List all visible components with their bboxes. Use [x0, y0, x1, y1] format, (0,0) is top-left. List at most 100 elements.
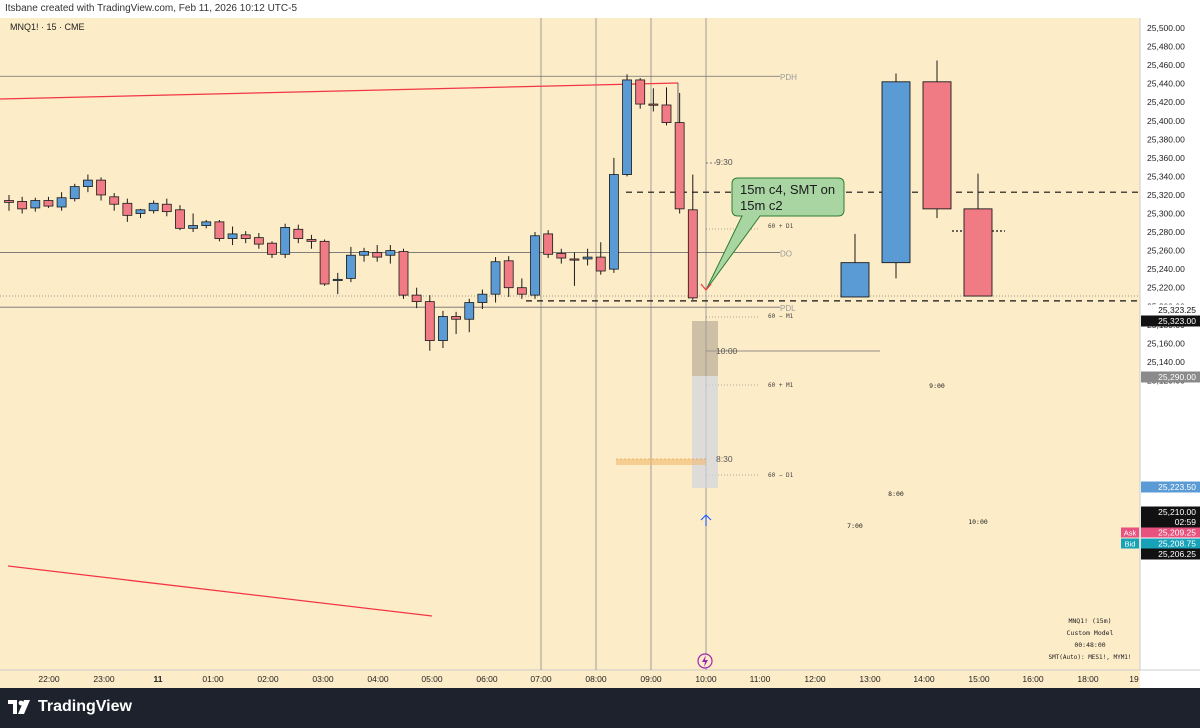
price-tick: 25,400.00: [1147, 116, 1185, 126]
candle: [161, 198, 172, 217]
header-title: Itsbane created with TradingView.com, Fe…: [5, 3, 298, 14]
time-tick: 15:00: [968, 674, 990, 684]
info-panel: MNQ1! (15m) Custom Model 00:48:00 SMT(Au…: [1048, 617, 1131, 661]
candle-body: [345, 254, 356, 279]
bid-badge: Bid 25,208.75: [1121, 538, 1200, 549]
price-tick: 25,340.00: [1147, 171, 1185, 181]
candle: [451, 311, 462, 335]
svg-text:25,323.25: 25,323.25: [1158, 305, 1196, 315]
callout[interactable]: 15m c4, SMT on 15m c2: [705, 177, 845, 291]
time-axis-background: [0, 671, 1140, 688]
candle: [227, 226, 238, 246]
candle-body: [69, 186, 80, 200]
callout-line2: 15m c2: [740, 198, 783, 213]
time-tick: 13:00: [859, 674, 881, 684]
candle: [109, 193, 120, 211]
time-label-830: 8:30: [716, 454, 733, 464]
chart-canvas[interactable]: 7:00 8:00 9:00 10:00 PDH PDL DO 9:30 10:00 8:30 6…: [0, 18, 1200, 688]
candle: [214, 219, 225, 242]
footer-bar: TradingView: [0, 688, 1200, 728]
htf-candle-label: 7:00: [847, 522, 863, 530]
candle-body: [595, 256, 606, 272]
candle-body: [582, 256, 593, 260]
candle-body: [609, 174, 619, 270]
candle: [267, 241, 277, 259]
candle-body: [635, 79, 646, 105]
svg-text:25,206.25: 25,206.25: [1158, 549, 1196, 559]
tradingview-logo[interactable]: TradingView: [8, 698, 132, 716]
svg-text:25,223.50: 25,223.50: [1158, 482, 1196, 492]
candle-body: [17, 201, 28, 210]
candle-body: [543, 233, 554, 255]
badge-290: 25,290.00: [1141, 371, 1200, 383]
time-tick: 05:00: [421, 674, 443, 684]
plot-background: [0, 18, 1140, 688]
candle: [635, 78, 646, 109]
svg-text:25,290.00: 25,290.00: [1158, 372, 1196, 382]
lightning-icon[interactable]: [697, 653, 713, 669]
svg-text:Bid: Bid: [1125, 540, 1136, 549]
candle-body: [556, 252, 567, 259]
candle: [280, 223, 291, 259]
price-tick: 25,420.00: [1147, 97, 1185, 107]
candle-body: [661, 104, 672, 124]
chart-area[interactable]: 7:00 8:00 9:00 10:00 PDH PDL DO 9:30 10:00 8:30 6…: [0, 18, 1200, 688]
level-labels: PDH PDL DO 9:30 10:00 8:30 60 + D1 60 − M1 60 + …: [716, 73, 797, 479]
candle: [543, 230, 554, 259]
candle-body: [648, 103, 659, 106]
htf-candle-label: 10:00: [968, 518, 988, 526]
candle-body: [424, 301, 435, 341]
time-tick: 01:00: [202, 674, 224, 684]
price-tick: 25,480.00: [1147, 42, 1185, 52]
up-arrow-icon: [700, 514, 712, 526]
svg-text:Ask: Ask: [1124, 529, 1137, 538]
time-ticks: 22:00 23:00 11 01:00 02:00 03:00 04:00 05:00 06:…: [38, 674, 1139, 684]
candle: [385, 245, 396, 264]
price-tick: 25,500.00: [1147, 23, 1185, 33]
candle: [83, 174, 93, 193]
candle: [332, 272, 343, 295]
candle: [490, 257, 501, 303]
candle: [188, 213, 199, 233]
candle-body: [253, 237, 264, 245]
candle-body: [359, 251, 369, 256]
do-label: DO: [780, 249, 792, 258]
header-bar: Itsbane created with TradingView.com, Fe…: [0, 0, 1200, 18]
htf-candle-label: 9:00: [929, 382, 945, 390]
candle-body: [280, 227, 291, 255]
svg-text:25,208.75: 25,208.75: [1158, 539, 1196, 549]
candle-body: [227, 233, 238, 239]
time-tick: 22:00: [38, 674, 60, 684]
badge-countdown: 02:59: [1141, 516, 1200, 528]
badge-210: 25,210.00: [1141, 506, 1200, 518]
fvg-zone: [692, 376, 718, 488]
htf-candle: 9:00: [922, 60, 952, 390]
upper-trendline[interactable]: [0, 82, 679, 100]
lower-trendline[interactable]: [7, 565, 433, 617]
candle: [56, 192, 67, 211]
candle: [411, 287, 422, 309]
orange-zone: [616, 459, 706, 465]
candle-body: [451, 316, 462, 320]
tradingview-logo-icon: [8, 700, 30, 714]
candle-body: [201, 221, 212, 226]
price-tick: 25,260.00: [1147, 246, 1185, 256]
candle-body: [490, 261, 501, 295]
time-tick: 04:00: [367, 674, 389, 684]
candle: [122, 198, 133, 222]
svg-text:25,209.25: 25,209.25: [1158, 528, 1196, 538]
candle: [175, 205, 185, 231]
candle: [464, 298, 475, 333]
candle: [503, 256, 514, 297]
info-line1: MNQ1! (15m): [1068, 617, 1111, 625]
htf-candle: 8:00: [881, 73, 911, 498]
htf-candle-body: [922, 81, 952, 210]
candle: [556, 248, 567, 264]
time-tick: 11: [154, 674, 163, 684]
symbol-label[interactable]: MNQ1! · 15 · CME: [10, 22, 85, 32]
badge-323-25: 25,323.25: [1141, 304, 1200, 316]
ask-badge: Ask 25,209.25: [1121, 527, 1200, 538]
price-tick: 25,460.00: [1147, 60, 1185, 70]
time-tick: 23:00: [93, 674, 115, 684]
time-tick: 18:00: [1077, 674, 1099, 684]
